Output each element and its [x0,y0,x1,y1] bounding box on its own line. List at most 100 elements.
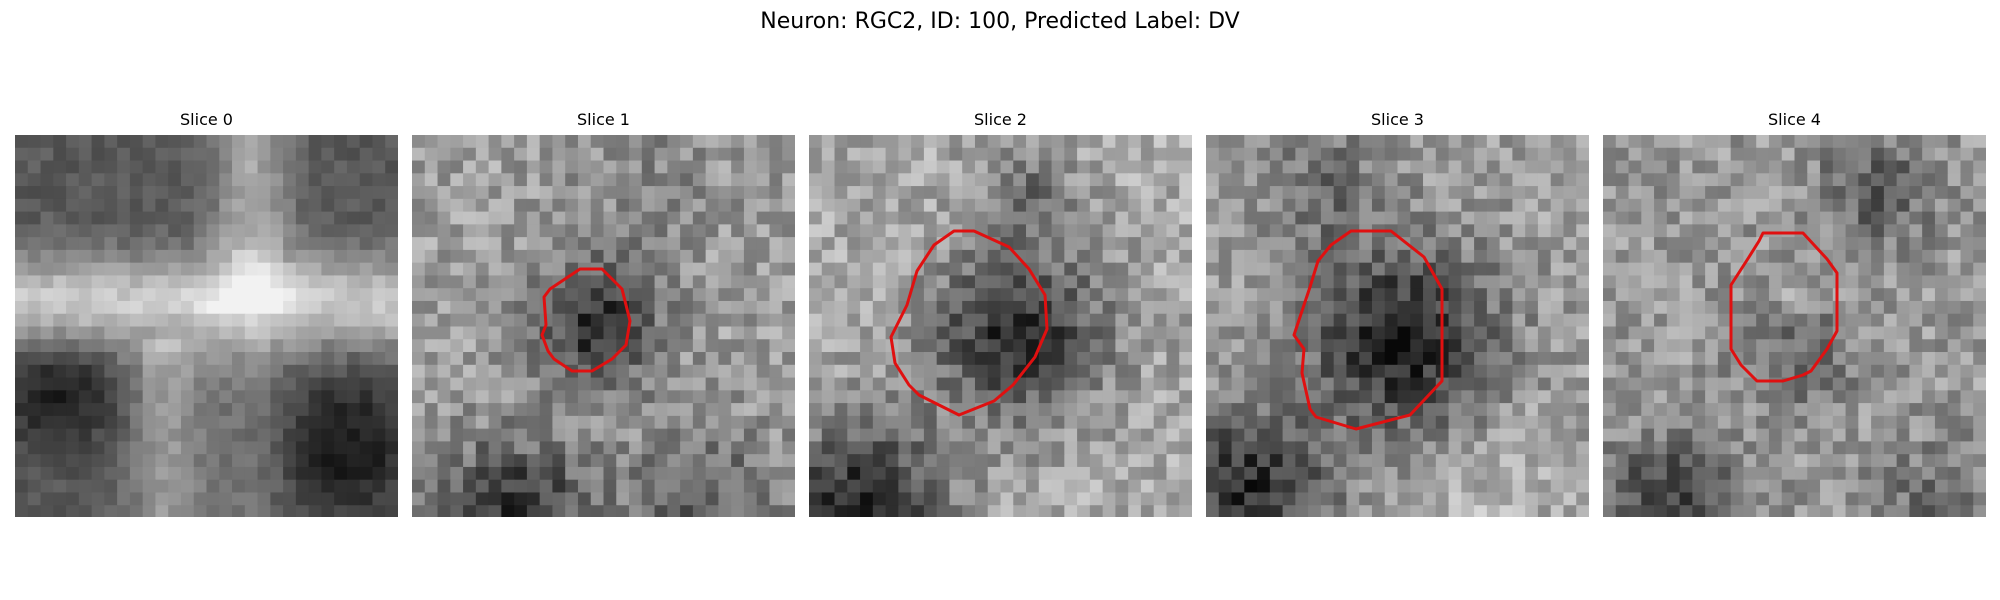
image-pixel [987,160,1002,174]
image-pixel [1423,288,1437,302]
image-pixel [1717,492,1732,506]
image-pixel [936,288,951,302]
image-pixel [1089,415,1104,430]
image-pixel [129,186,144,200]
image-pixel [1282,403,1296,417]
image-pixel [412,249,426,264]
image-pixel [911,237,925,251]
image-pixel [1461,428,1475,442]
image-pixel [1038,237,1053,251]
image-pixel [860,454,874,468]
image-pixel [1140,249,1155,264]
image-pixel [860,441,874,455]
image-pixel [1346,186,1360,200]
image-pixel [1820,492,1834,506]
image-pixel [1563,173,1577,187]
image-pixel [180,377,195,391]
image-pixel [78,339,93,353]
image-pixel [1603,454,1617,468]
image-pixel [590,186,605,200]
image-pixel [193,505,208,517]
image-pixel [731,364,745,379]
image-pixel [1308,135,1322,149]
image-pixel [756,173,771,187]
image-pixel [283,198,297,213]
image-pixel [526,326,541,340]
image-pixel [1244,364,1258,379]
image-pixel [232,160,246,174]
image-pixel [1807,441,1821,455]
image-pixel [1768,441,1783,455]
image-pixel [15,454,29,468]
image-pixel [1807,505,1821,517]
image-pixel [1768,300,1783,315]
image-pixel [1089,339,1104,353]
image-pixel [1218,492,1233,506]
image-pixel [283,186,297,200]
image-pixel [1448,262,1462,277]
image-pixel [1346,211,1360,225]
image-pixel [1781,403,1796,417]
image-pixel [155,198,169,213]
image-pixel [692,275,707,289]
image-pixel [718,390,732,404]
image-pixel [987,377,1002,391]
image-pixel [168,403,182,417]
image-pixel [27,466,42,481]
image-pixel [1269,441,1284,455]
image-pixel [1064,198,1078,213]
image-pixel [321,466,335,481]
image-pixel [359,466,374,481]
image-pixel [155,326,169,340]
image-pixel [1794,377,1808,391]
image-pixel [1013,262,1027,277]
image-pixel [923,173,938,187]
image-pixel [1615,262,1630,277]
image-pixel [501,403,515,417]
image-pixel [1654,415,1668,430]
image-pixel [1244,237,1258,251]
image-pixel [718,237,732,251]
image-pixel [219,454,233,468]
image-pixel [1615,224,1630,238]
image-pixel [1026,186,1040,200]
image-pixel [756,364,771,379]
image-pixel [270,492,284,506]
image-pixel [219,262,233,277]
image-pixel [15,211,29,225]
image-pixel [142,186,157,200]
image-pixel [206,339,220,353]
image-pixel [334,415,348,430]
image-pixel [1474,466,1488,481]
image-pixel [1218,160,1233,174]
image-pixel [283,390,297,404]
image-pixel [1448,352,1462,366]
image-pixel [949,275,963,289]
image-pixel [463,415,477,430]
image-pixel [1692,454,1706,468]
image-pixel [1320,313,1335,328]
image-pixel [1153,262,1168,277]
image-pixel [769,262,783,277]
image-pixel [1051,339,1065,353]
image-pixel [1820,135,1834,149]
image-pixel [372,454,386,468]
image-pixel [1166,288,1180,302]
image-pixel [1026,173,1040,187]
image-pixel [1397,352,1411,366]
image-pixel [117,415,131,430]
image-pixel [66,313,80,328]
image-pixel [1781,135,1796,149]
image-pixel [1832,160,1847,174]
image-pixel [1896,160,1910,174]
image-pixel [974,505,989,517]
image-pixel [244,364,259,379]
image-pixel [1077,275,1091,289]
image-pixel [1166,390,1180,404]
image-pixel [1679,377,1693,391]
image-pixel [577,403,592,417]
image-pixel [1628,275,1642,289]
image-pixel [501,390,515,404]
image-pixel [1231,288,1245,302]
image-pixel [53,505,67,517]
